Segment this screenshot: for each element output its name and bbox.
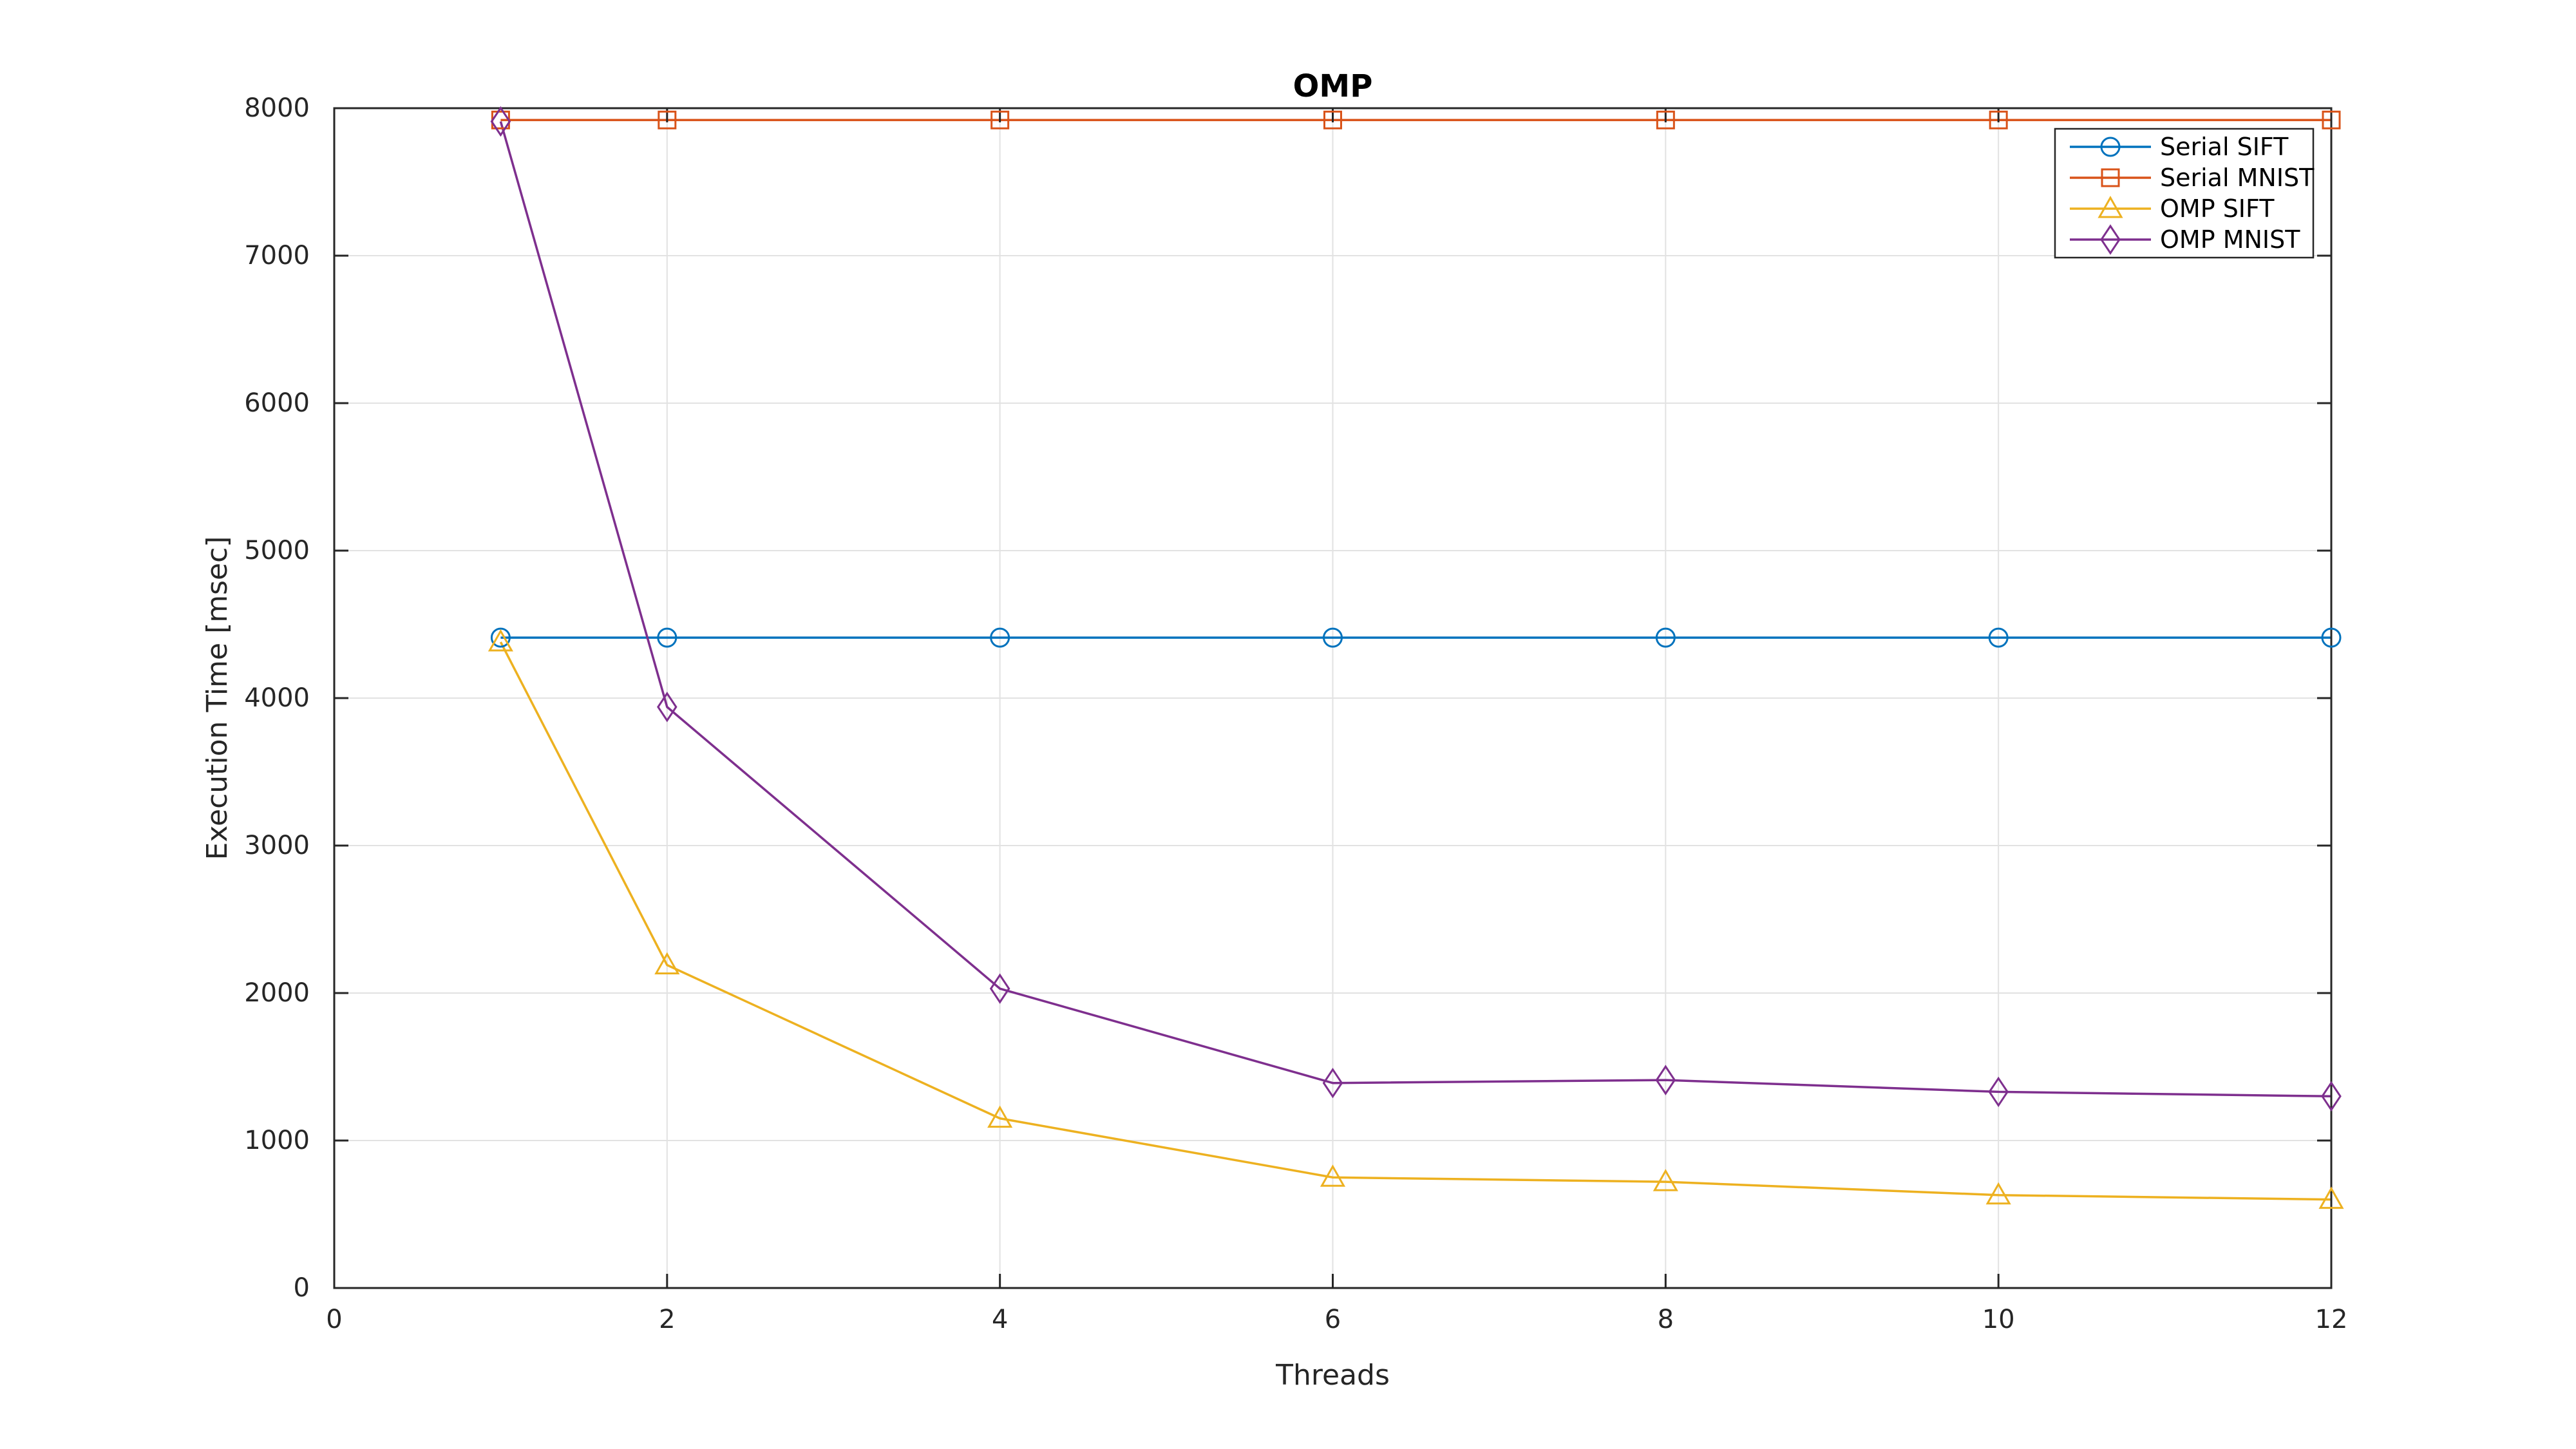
marker-omp-sift (1985, 1182, 2011, 1205)
legend-label-serial-sift: Serial SIFT (2160, 133, 2289, 161)
x-tick-label: 10 (1982, 1305, 2015, 1334)
marker-omp-sift (1320, 1164, 1346, 1187)
marker-omp-mnist (657, 692, 677, 723)
marker-serial-mnist (990, 110, 1010, 129)
x-tick-label: 12 (2315, 1305, 2348, 1334)
y-tick-label: 5000 (244, 536, 310, 565)
legend-label-serial-mnist: Serial MNIST (2160, 164, 2315, 192)
legend-marker-serial-sift (2100, 137, 2121, 157)
marker-omp-sift (987, 1105, 1013, 1128)
x-tick-label: 6 (1325, 1305, 1341, 1334)
y-axis-label: Execution Time [msec] (201, 536, 234, 860)
legend-label-omp-sift: OMP SIFT (2160, 194, 2275, 223)
y-tick-label: 1000 (244, 1126, 310, 1155)
y-tick-label: 3000 (244, 831, 310, 860)
marker-omp-mnist (989, 973, 1010, 1004)
marker-serial-sift (2321, 627, 2342, 648)
marker-serial-mnist (2322, 110, 2341, 129)
marker-serial-mnist (1323, 110, 1342, 129)
legend-label-omp-mnist: OMP MNIST (2160, 225, 2300, 254)
marker-serial-sift (1988, 627, 2009, 648)
marker-serial-sift (657, 627, 677, 648)
y-tick-label: 7000 (244, 241, 310, 270)
y-tick-label: 0 (294, 1273, 310, 1303)
marker-serial-mnist (1656, 110, 1675, 129)
marker-serial-mnist (658, 110, 677, 129)
marker-omp-mnist (1988, 1076, 2009, 1108)
legend-box (2054, 128, 2315, 259)
x-tick-label: 2 (659, 1305, 675, 1334)
legend-marker-serial-mnist (2101, 168, 2120, 187)
x-tick-label: 4 (992, 1305, 1008, 1334)
marker-omp-mnist (1322, 1067, 1343, 1099)
chart-title: OMP (1293, 68, 1373, 104)
marker-omp-sift (654, 952, 680, 974)
x-tick-label: 0 (326, 1305, 342, 1334)
series-line-omp-mnist (499, 121, 2332, 1098)
y-tick-label: 4000 (244, 683, 310, 713)
series-line-omp-sift (499, 641, 2332, 1201)
marker-serial-sift (1655, 627, 1676, 648)
marker-omp-mnist (2321, 1081, 2342, 1112)
marker-omp-mnist (490, 106, 511, 137)
marker-serial-sift (1323, 627, 1343, 648)
legend-marker-omp-mnist (2100, 224, 2121, 255)
y-tick-label: 2000 (244, 978, 310, 1008)
marker-serial-sift (990, 627, 1010, 648)
y-tick-label: 8000 (244, 93, 310, 123)
x-axis-label: Threads (1275, 1359, 1390, 1392)
y-tick-label: 6000 (244, 388, 310, 418)
marker-serial-sift (490, 627, 511, 648)
marker-omp-mnist (1655, 1065, 1676, 1095)
marker-omp-sift (1653, 1169, 1678, 1191)
marker-omp-sift (2318, 1186, 2344, 1209)
x-tick-label: 8 (1658, 1305, 1674, 1334)
marker-serial-mnist (1989, 110, 2008, 129)
marker-omp-sift (488, 629, 513, 652)
legend-marker-omp-sift (2098, 195, 2123, 218)
